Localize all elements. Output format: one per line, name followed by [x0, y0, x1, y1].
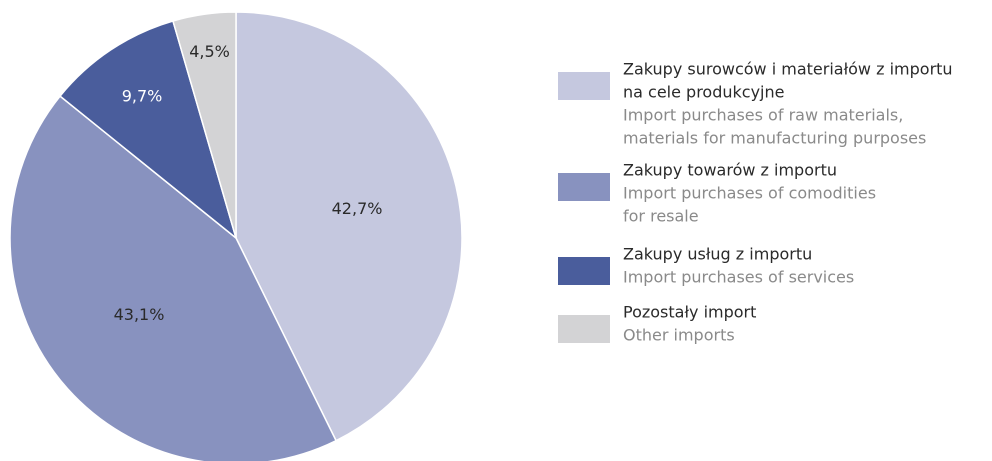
legend-swatch [558, 173, 610, 201]
legend-swatch [558, 315, 610, 343]
legend-label-en: Import purchases of comodities [623, 184, 876, 203]
slice-label: 42,7% [332, 199, 383, 218]
slice-label: 9,7% [122, 86, 163, 105]
pie-slice [172, 11, 237, 239]
legend-label: na cele produkcyjne [623, 83, 784, 102]
legend-label: Zakupy usług z importu [623, 245, 812, 264]
legend-swatch [558, 72, 610, 100]
legend-label-en: materials for manufacturing purposes [623, 129, 926, 148]
legend-swatch [558, 257, 610, 285]
pie-slice [59, 20, 238, 241]
legend-label: Zakupy surowców i materiałów z importu [623, 60, 953, 79]
legend-label-en: Other imports [623, 326, 735, 345]
legend-label-en: for resale [623, 207, 699, 226]
slice-label: 43,1% [114, 305, 165, 324]
pie-slice [9, 95, 338, 461]
legend-label: Zakupy towarów z importu [623, 161, 837, 180]
legend-label-en: Import purchases of raw materials, [623, 106, 903, 125]
legend-label-en: Import purchases of services [623, 268, 854, 287]
pie-slice [235, 11, 463, 442]
slice-label: 4,5% [189, 42, 230, 61]
legend-label: Pozostały import [623, 303, 756, 322]
